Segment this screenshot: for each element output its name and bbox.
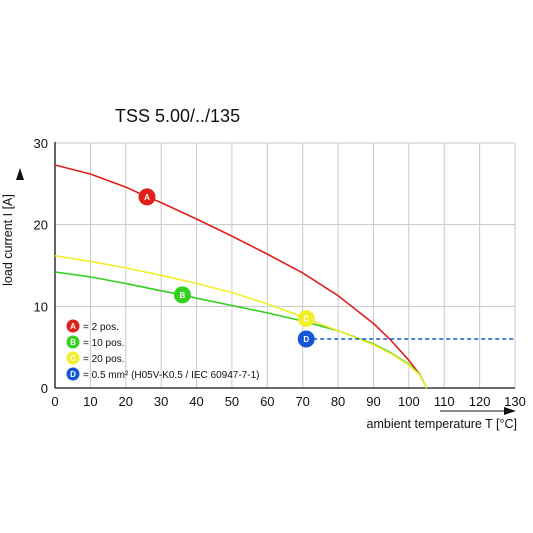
legend-marker-b [66,335,80,349]
legend-entry-a: = 2 pos. [83,322,119,333]
x-tick-label: 40 [189,394,203,409]
legend-entry-d: = 0.5 mm² (H05V-K0.5 / IEC 60947-7-1) [83,370,259,381]
y-tick-label: 0 [41,381,48,396]
x-tick-label: 50 [225,394,239,409]
y-tick-label: 20 [34,218,48,233]
marker-c [297,310,315,328]
marker-d [297,330,315,348]
x-axis-label: ambient temperature T [°C] [367,417,517,431]
x-tick-label: 100 [398,394,420,409]
chart-title: TSS 5.00/../135 [115,106,240,126]
marker-label-a: A [144,193,150,202]
x-tick-label: 60 [260,394,274,409]
x-tick-label: 10 [83,394,97,409]
legend-entry-b: = 10 pos. [83,338,124,349]
x-tick-label: 110 [434,394,455,409]
marker-label-d: D [303,335,309,344]
legend-entry-c: = 20 pos. [83,354,124,365]
axes [16,142,516,415]
x-tick-label: 0 [51,394,58,409]
legend-marker-label-c: C [70,354,76,363]
x-tick-label: 30 [154,394,168,409]
y-tick-label: 30 [34,136,48,151]
legend-marker-d [66,367,80,381]
marker-label-b: B [179,291,185,300]
x-tick-label: 70 [295,394,309,409]
legend-marker-label-d: D [70,370,76,379]
legend-marker-label-a: A [70,322,76,331]
marker-label-c: C [303,315,309,324]
y-axis-arrow-head [16,168,24,180]
legend: A = 2 pos. B = 10 pos. C = 20 pos. D = 0.5 mm² … [66,319,259,381]
x-tick-label: 90 [366,394,380,409]
legend-marker-a [66,319,80,333]
marker-b [173,286,191,304]
y-tick-label: 10 [34,299,48,314]
x-tick-label: 130 [504,394,526,409]
legend-marker-label-b: B [70,338,76,347]
legend-marker-c [66,351,80,365]
grid [54,142,516,389]
y-axis-label: load current I [A] [1,194,15,286]
marker-a [138,188,156,206]
x-tick-label: 120 [469,394,491,409]
x-axis-arrow-head [504,407,516,415]
series-markers: A B C D [138,188,315,348]
series-line-a [54,164,428,389]
tick-labels: 0 10 20 30 40 50 60 70 80 90 100 110 120 130 0 10 20 30 [34,136,526,409]
x-tick-label: 20 [119,394,133,409]
x-tick-label: 80 [331,394,345,409]
